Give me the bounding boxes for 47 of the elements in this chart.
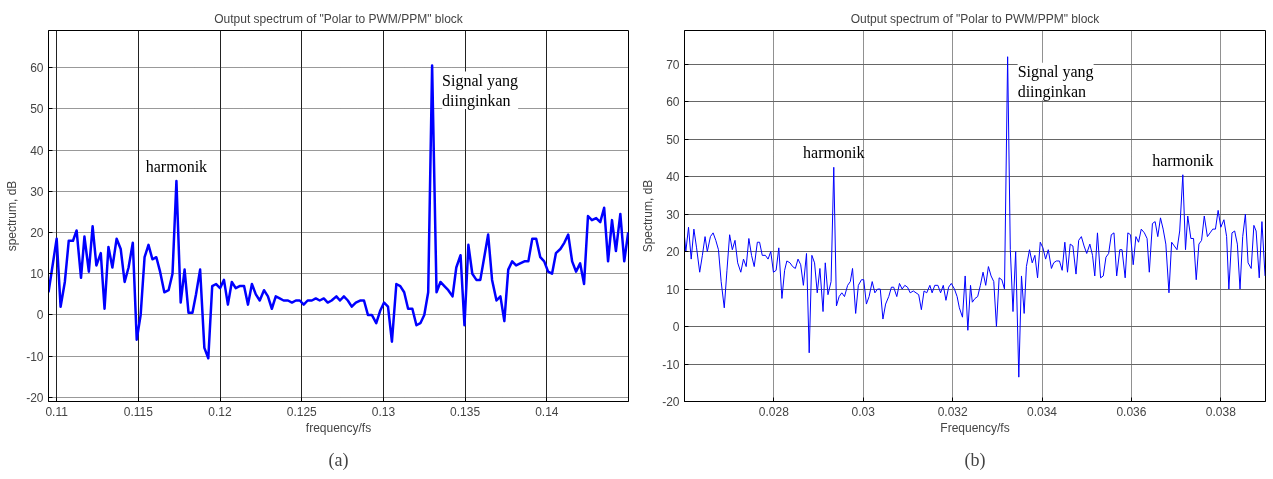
x-tick-label: 0.11	[45, 404, 69, 419]
x-tick-label: 0.036	[1116, 404, 1147, 419]
x-tick-label: 0.14	[535, 404, 559, 419]
annotation: Signal yang diinginkan	[1017, 62, 1094, 102]
x-axis-title: Frequency/fs	[940, 420, 1010, 435]
chart-title: Output spectrum of "Polar to PWM/PPM" block	[214, 11, 464, 26]
x-tick-label: 0.034	[1027, 404, 1058, 419]
chart-title: Output spectrum of "Polar to PWM/PPM" block	[850, 11, 1101, 26]
y-tick-label: 50	[666, 132, 680, 147]
y-tick-label: -10	[26, 349, 44, 364]
x-tick-label: 0.135	[450, 404, 481, 419]
y-tick-label: 20	[30, 225, 44, 240]
y-axis-title: spectrum, dB	[5, 180, 20, 252]
y-tick-label: 50	[30, 102, 44, 117]
y-tick-label: 20	[666, 245, 680, 260]
line-series	[684, 56, 1266, 378]
x-tick-label: 0.03	[851, 404, 876, 419]
y-tick-label: 60	[30, 61, 44, 76]
annotation: Signal yang diinginkan	[442, 71, 519, 110]
x-axis-title: frequency/fs	[305, 420, 372, 435]
text: (a)	[328, 449, 349, 471]
y-tick-label: -10	[662, 357, 680, 372]
x-tick-label: 0.13	[371, 404, 396, 419]
y-tick-label: 40	[30, 143, 44, 158]
text: (b)	[964, 449, 986, 471]
y-tick-label: 70	[666, 57, 680, 72]
line-series	[48, 64, 629, 360]
y-tick-label: 30	[666, 207, 680, 222]
y-axis-title: Spectrum, dB	[641, 179, 656, 253]
x-tick-label: 0.12	[208, 404, 233, 419]
y-tick-label: 60	[666, 95, 680, 110]
x-tick-label: 0.115	[123, 404, 154, 419]
x-tick-label: 0.125	[286, 404, 318, 419]
annotation: harmonik	[145, 157, 208, 175]
y-tick-label: 10	[30, 267, 44, 282]
x-tick-label: 0.038	[1205, 404, 1237, 419]
y-tick-label: 0	[36, 308, 44, 323]
annotation: harmonik	[1152, 151, 1214, 169]
x-tick-label: 0.028	[758, 404, 790, 419]
y-tick-label: -20	[662, 395, 680, 409]
y-tick-label: 10	[666, 282, 680, 297]
annotation: harmonik	[803, 144, 865, 162]
x-tick-label: 0.032	[937, 404, 968, 419]
y-tick-label: 0	[672, 320, 680, 335]
y-tick-label: 40	[666, 170, 680, 185]
y-tick-label: -20	[26, 390, 44, 405]
y-tick-label: 30	[30, 184, 44, 199]
